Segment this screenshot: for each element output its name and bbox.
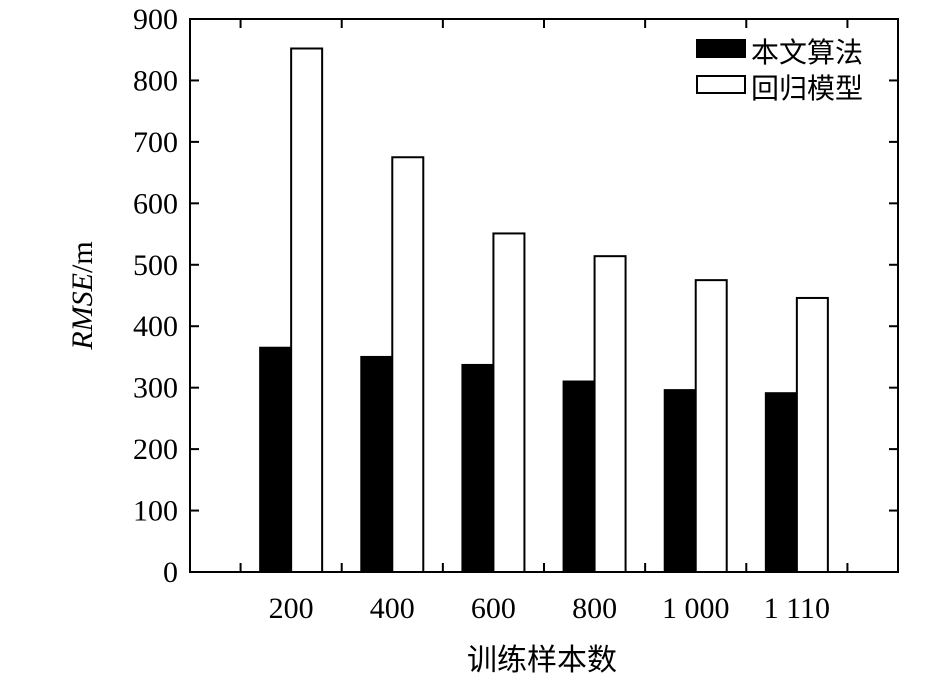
bars-layer [259,47,829,574]
y-axis-label-unit: /m [66,241,99,273]
bar-regression-600 [492,232,526,574]
bar-proposed-600 [461,363,495,573]
bar-regression-200 [290,47,324,573]
y-tick-label: 900 [133,3,178,36]
bar-proposed-400 [360,355,394,574]
bar-regression-800 [593,255,627,573]
x-tick-label: 200 [269,592,314,625]
y-tick-label: 0 [163,556,178,589]
bar-proposed-1110 [764,392,798,573]
x-tick-label: 1 000 [662,592,730,625]
legend-label-proposed: 本文算法 [751,36,863,69]
x-tick-label: 600 [471,592,516,625]
y-axis-label-metric: RMSE [66,273,99,351]
x-tick-label: 400 [370,592,415,625]
y-axis-label: RMSE/m [66,241,99,350]
legend-swatch-regression [696,75,746,94]
bar-regression-1000 [694,279,728,573]
y-tick-label: 700 [133,126,178,159]
y-tick-label: 400 [133,310,178,343]
bar-proposed-1000 [663,389,697,573]
legend-swatch-proposed [696,39,746,58]
y-tick-label: 800 [133,64,178,97]
ticks-layer: 0 100 200 300 400 500 600 700 800 900 200 400 600 800… [133,3,898,625]
x-axis-label: 训练样本数 [467,644,617,677]
bar-proposed-200 [259,346,293,573]
legend-label-regression: 回归模型 [751,72,863,105]
y-tick-label: 500 [133,249,178,282]
y-tick-label: 100 [133,495,178,528]
x-tick-label: 800 [572,592,617,625]
bar-regression-400 [391,156,425,573]
bar-proposed-800 [562,380,596,573]
y-tick-label: 200 [133,433,178,466]
y-tick-label: 600 [133,187,178,220]
y-tick-label: 300 [133,372,178,405]
bar-regression-1110 [795,296,829,573]
x-tick-label: 1 110 [764,592,830,625]
